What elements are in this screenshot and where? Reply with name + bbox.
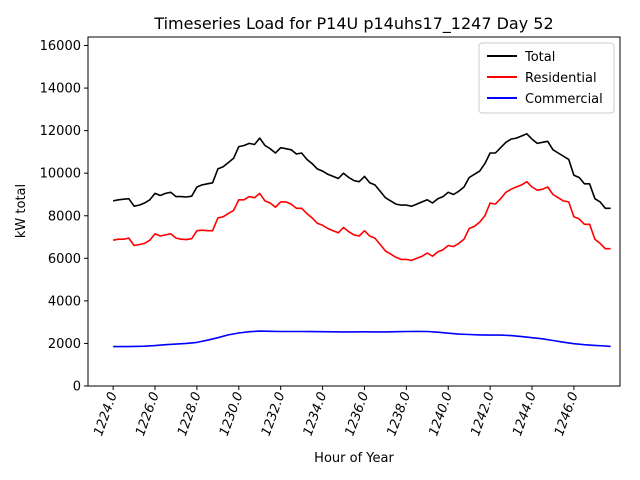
y-tick-label: 16000 (40, 39, 81, 54)
series-line-commercial (113, 330, 611, 348)
series-layer (112, 133, 611, 348)
x-axis-label: Hour of Year (314, 451, 394, 466)
y-tick-label: 10000 (40, 167, 81, 182)
series-line-total (112, 133, 611, 210)
legend-label-commercial: Commercial (525, 92, 603, 107)
y-tick-label: 8000 (48, 209, 81, 224)
y-tick-label: 14000 (40, 82, 81, 97)
y-tick-label: 6000 (48, 252, 81, 267)
legend-label-residential: Residential (525, 71, 597, 86)
series-line-residential (112, 180, 611, 262)
legend: Total Residential Commercial (478, 42, 615, 114)
y-tick-label: 2000 (48, 337, 81, 352)
y-tick-label: 4000 (48, 294, 81, 309)
y-axis: 0 2000 4000 6000 8000 10000 12000 14000 16000 (40, 39, 88, 395)
y-tick-label: 12000 (40, 124, 81, 139)
chart-title: Timeseries Load for P14U p14uhs17_1247 D… (153, 14, 553, 34)
legend-box (478, 42, 615, 114)
plot-frame (87, 36, 621, 387)
y-tick-label: 0 (73, 380, 81, 395)
y-axis-label: kW total (14, 184, 29, 238)
legend-label-total: Total (524, 50, 555, 65)
